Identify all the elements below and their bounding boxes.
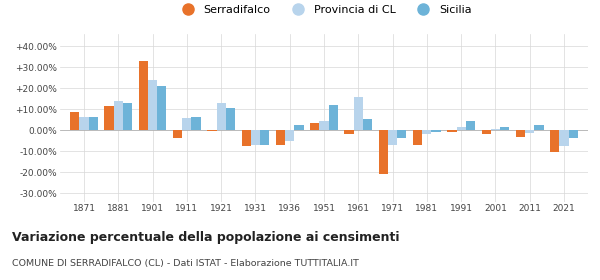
Bar [310, 123, 319, 130]
Text: Variazione percentuale della popolazione ai censimenti: Variazione percentuale della popolazione… [12, 231, 400, 244]
Bar [516, 130, 525, 137]
Bar [500, 127, 509, 130]
Bar [457, 127, 466, 130]
Bar [123, 103, 132, 130]
Bar [569, 130, 578, 137]
Bar [260, 130, 269, 145]
Bar [466, 121, 475, 130]
Bar [285, 130, 295, 141]
Bar [191, 116, 201, 130]
Bar [535, 125, 544, 130]
Bar [242, 130, 251, 146]
Text: COMUNE DI SERRADIFALCO (CL) - Dati ISTAT - Elaborazione TUTTITALIA.IT: COMUNE DI SERRADIFALCO (CL) - Dati ISTAT… [12, 259, 359, 268]
Bar [550, 130, 559, 152]
Bar [379, 130, 388, 174]
Bar [559, 130, 569, 146]
Bar [157, 86, 166, 130]
Bar [422, 130, 431, 134]
Bar [113, 101, 123, 130]
Bar [482, 130, 491, 134]
Bar [363, 119, 372, 130]
Bar [431, 130, 441, 132]
Bar [344, 130, 353, 134]
Bar [525, 130, 535, 133]
Legend: Serradifalco, Provincia di CL, Sicilia: Serradifalco, Provincia di CL, Sicilia [176, 4, 472, 15]
Bar [207, 130, 217, 131]
Bar [388, 130, 397, 145]
Bar [447, 130, 457, 132]
Bar [89, 116, 98, 130]
Bar [491, 129, 500, 130]
Bar [79, 116, 89, 130]
Bar [295, 125, 304, 130]
Bar [226, 108, 235, 130]
Bar [329, 105, 338, 130]
Bar [276, 130, 285, 145]
Bar [217, 103, 226, 130]
Bar [139, 61, 148, 130]
Bar [148, 80, 157, 130]
Bar [413, 130, 422, 145]
Bar [182, 118, 191, 130]
Bar [397, 130, 406, 137]
Bar [70, 112, 79, 130]
Bar [104, 106, 113, 130]
Bar [353, 97, 363, 130]
Bar [251, 130, 260, 145]
Bar [173, 130, 182, 137]
Bar [319, 121, 329, 130]
